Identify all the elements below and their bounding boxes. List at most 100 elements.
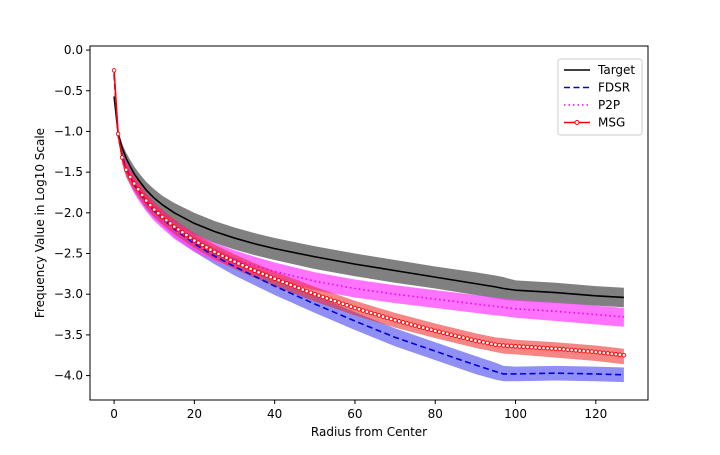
msg-marker: [336, 300, 342, 305]
msg-marker: [400, 320, 406, 325]
msg-marker: [449, 332, 454, 337]
msg-marker: [404, 321, 410, 326]
msg-marker: [196, 240, 201, 246]
msg-marker: [597, 350, 603, 355]
msg-marker: [300, 287, 306, 292]
legend-label-msg: MSG: [598, 116, 625, 130]
legend-marker-msg: [574, 120, 580, 125]
msg-marker: [155, 210, 161, 216]
legend: Target FDSR P2P MSG: [557, 58, 643, 136]
msg-marker: [236, 261, 241, 266]
msg-marker: [135, 186, 141, 192]
msg-marker: [424, 326, 430, 331]
x-tick-label: 60: [347, 407, 362, 421]
msg-marker: [340, 301, 346, 307]
msg-marker: [581, 348, 587, 354]
msg-marker: [489, 341, 494, 347]
msg-marker: [248, 266, 253, 272]
msg-marker: [232, 259, 237, 264]
msg-marker: [457, 334, 462, 339]
x-tick-label: 120: [584, 407, 607, 421]
msg-marker: [147, 202, 153, 208]
msg-marker: [160, 214, 165, 220]
msg-marker: [244, 264, 249, 270]
legend-label-target: Target: [597, 63, 635, 77]
msg-marker: [529, 345, 534, 350]
msg-marker: [328, 297, 334, 302]
msg-marker: [577, 348, 583, 353]
msg-marker: [184, 232, 189, 238]
msg-marker: [228, 257, 233, 262]
msg-marker: [252, 268, 257, 273]
x-tick-label: 80: [428, 407, 443, 421]
y-tick-label: −1.5: [54, 165, 83, 179]
legend-box: [557, 58, 643, 136]
msg-marker: [320, 294, 326, 300]
y-tick-label: −4.0: [54, 369, 83, 383]
msg-marker: [224, 255, 229, 260]
msg-marker: [111, 68, 117, 73]
msg-marker: [569, 347, 574, 353]
msg-marker: [453, 333, 458, 338]
msg-marker: [416, 324, 422, 329]
y-tick-label: −3.0: [54, 287, 83, 301]
msg-marker: [469, 337, 474, 342]
msg-marker: [521, 344, 526, 350]
msg-marker: [280, 279, 285, 285]
msg-marker: [445, 331, 450, 337]
msg-marker: [561, 347, 566, 352]
msg-marker: [119, 155, 125, 160]
msg-marker: [139, 192, 145, 198]
plot-frame: [89, 45, 649, 401]
msg-marker: [573, 348, 578, 353]
msg-marker: [541, 345, 546, 351]
msg-marker: [549, 346, 554, 351]
msg-marker: [292, 284, 297, 289]
msg-marker: [332, 298, 338, 304]
msg-marker: [437, 329, 442, 335]
msg-marker: [368, 310, 374, 316]
y-tick-label: −2.0: [54, 206, 83, 220]
y-tick-label: 0.0: [64, 43, 83, 57]
msg-marker: [204, 245, 209, 250]
msg-marker: [428, 327, 434, 333]
msg-marker: [585, 349, 591, 354]
msg-marker: [605, 351, 611, 356]
msg-marker: [621, 352, 627, 358]
y-tick-label: −1.0: [54, 124, 83, 138]
fdsr-band: [114, 74, 624, 383]
y-tick-label: −2.5: [54, 247, 83, 261]
msg-marker: [180, 229, 185, 235]
msg-marker: [513, 344, 518, 349]
target-line: [113, 96, 624, 299]
target-band: [114, 96, 624, 308]
msg-marker: [164, 217, 169, 223]
msg-marker: [212, 249, 217, 255]
msg-marker: [537, 345, 542, 351]
msg-marker: [296, 285, 302, 291]
msg-marker: [324, 296, 330, 301]
msg-marker: [308, 290, 314, 295]
msg-marker: [525, 344, 530, 350]
msg-marker: [613, 352, 619, 357]
msg-marker: [304, 288, 310, 294]
msg-marker: [372, 311, 378, 317]
msg-marker: [376, 313, 382, 318]
msg-marker: [477, 339, 482, 344]
msg-marker: [356, 307, 362, 312]
msg-marker: [284, 281, 289, 286]
msg-marker: [360, 308, 366, 313]
msg-marker: [188, 235, 193, 240]
msg-marker: [364, 309, 370, 314]
msg-marker: [264, 273, 269, 278]
msg-marker: [380, 314, 386, 319]
msg-marker: [268, 274, 273, 280]
x-tick-label: 0: [110, 407, 118, 421]
msg-marker: [553, 346, 558, 351]
msg-marker: [352, 305, 358, 311]
msg-marker: [565, 347, 570, 352]
msg-marker: [481, 339, 486, 345]
msg-marker: [348, 304, 354, 309]
